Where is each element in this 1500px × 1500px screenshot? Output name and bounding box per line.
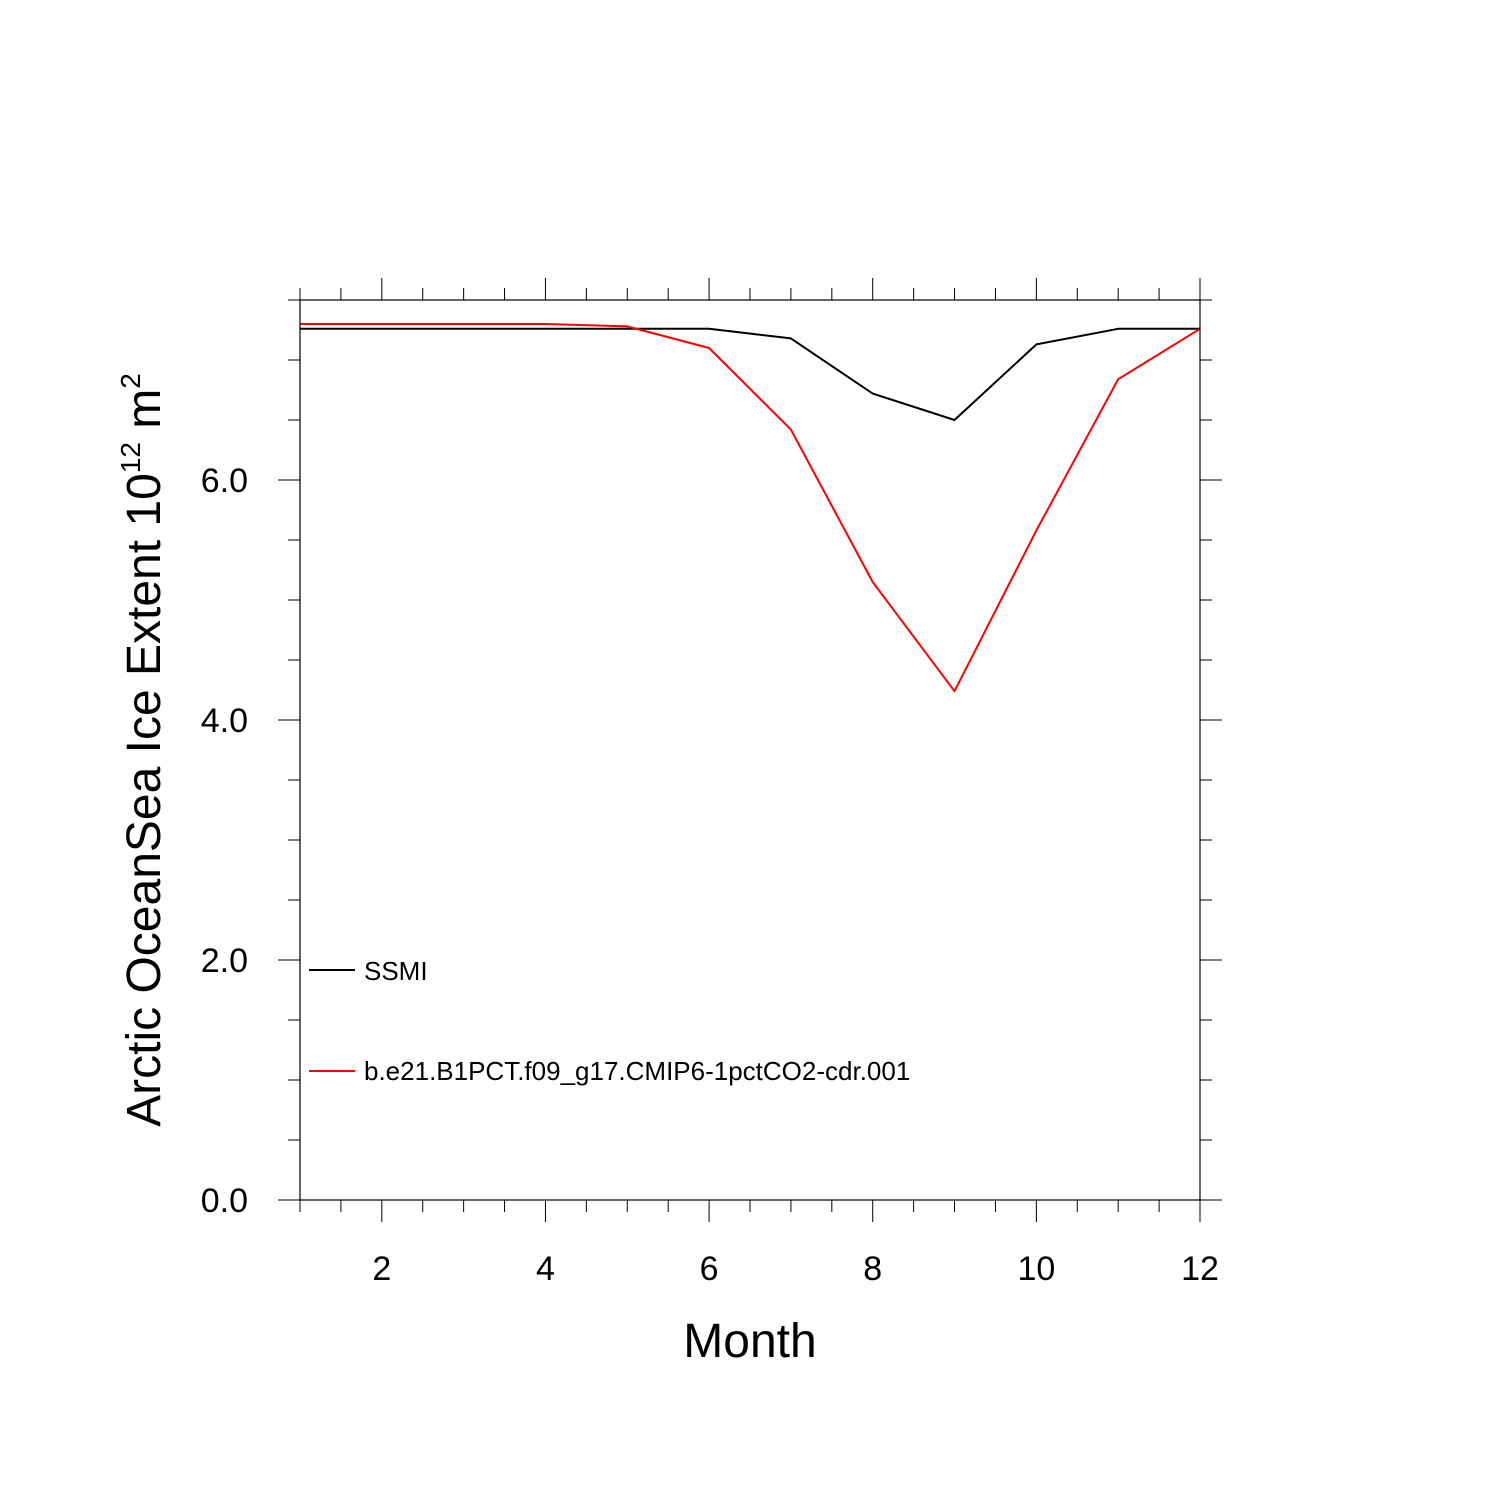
x-axis-title: Month [683, 1315, 816, 1368]
y-axis-title-text: Arctic OceanSea Ice Extent 10 [118, 473, 171, 1127]
y-axis-title-unit: m [118, 389, 171, 429]
plot-frame [299, 299, 1201, 1201]
legend-label-model: b.e21.B1PCT.f09_g17.CMIP6-1pctCO2-cdr.00… [364, 1056, 910, 1086]
series-line-1 [300, 323, 1201, 693]
y-tick-label: 6.0 [201, 462, 248, 500]
y-axis-title-space [118, 429, 171, 442]
tick-labels: 2 4 6 8 10 12 0.0 2.0 4.0 6.0 [201, 462, 1219, 1288]
y-axis-title: Arctic OceanSea Ice Extent 1012 m2 [115, 373, 171, 1127]
y-tick-label: 2.0 [201, 942, 248, 980]
x-tick-label: 12 [1181, 1250, 1219, 1288]
y-tick-label: 4.0 [201, 702, 248, 740]
series-lines [300, 323, 1201, 693]
x-tick-label: 2 [372, 1250, 391, 1288]
x-tick-label: 6 [700, 1250, 719, 1288]
series-line-0 [300, 327, 1200, 421]
y-tick-label: 0.0 [201, 1182, 248, 1220]
legend: SSMI b.e21.B1PCT.f09_g17.CMIP6-1pctCO2-c… [309, 956, 910, 1086]
x-tick-label: 4 [536, 1250, 555, 1288]
x-tick-label: 8 [863, 1250, 882, 1288]
x-tick-label: 10 [1017, 1250, 1055, 1288]
legend-label-ssmi: SSMI [364, 956, 428, 986]
y-axis-title-exponent: 12 [115, 442, 146, 473]
y-axis-title-unit-exponent: 2 [115, 373, 146, 389]
axis-ticks [278, 278, 1222, 1222]
